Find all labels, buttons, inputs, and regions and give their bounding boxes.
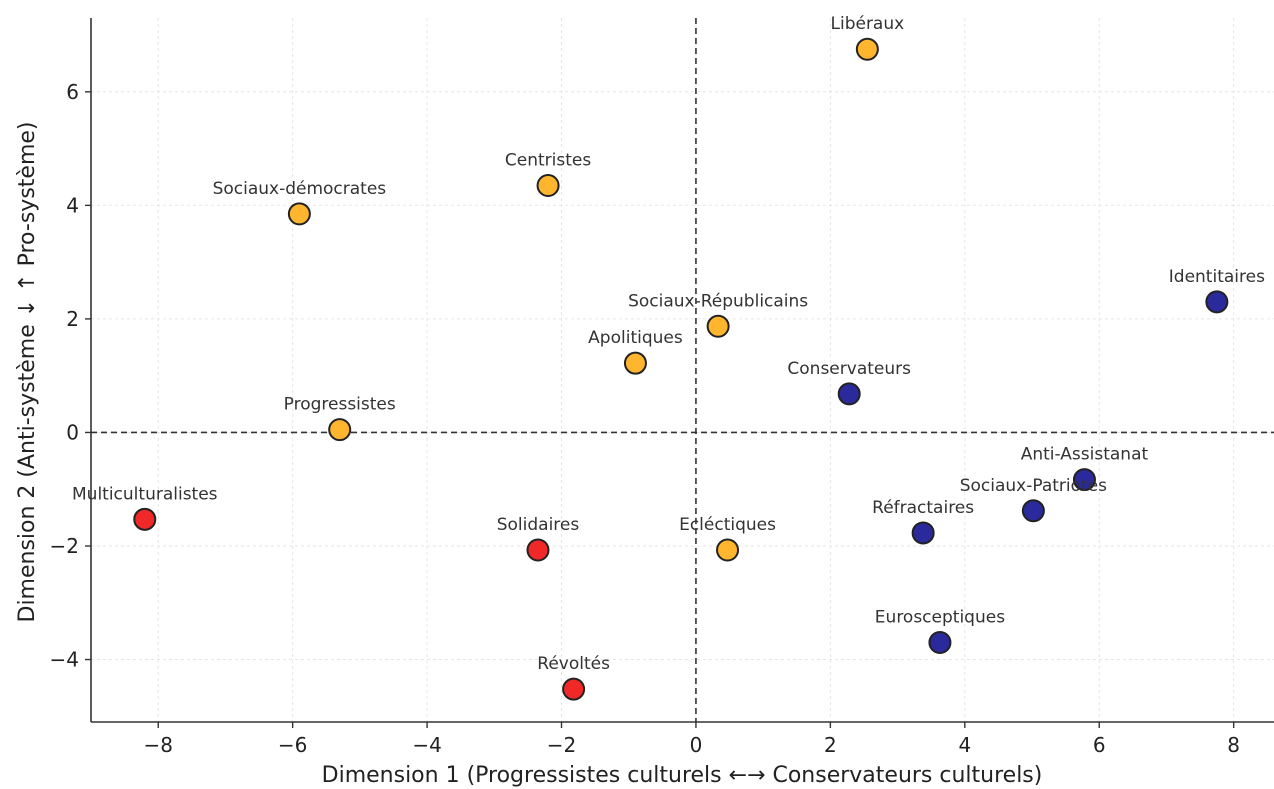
tick-labels: −8 −6 −4 −2 0 2 4 6 8 −4 −2 0 2 4 6 [50,80,1241,757]
data-point [1205,290,1229,314]
x-tick-label: −8 [143,733,172,757]
y-tick-label: −4 [50,648,79,672]
x-tick-label: −4 [412,733,441,757]
y-tick-label: 4 [66,193,79,217]
x-tick-label: 4 [958,733,971,757]
data-point [1021,499,1045,523]
data-point [837,382,861,406]
data-point-label: Ecléctiques [679,515,776,535]
data-point-label: Apolitiques [588,328,683,348]
data-point-label: Identitaires [1169,267,1265,287]
data-point-label: Anti-Assistanat [1021,445,1149,465]
data-point [287,202,311,226]
grid [91,18,1274,722]
x-axis-title: Dimension 1 (Progressistes culturels ←→ … [322,763,1043,788]
data-point [562,677,586,701]
data-point [855,37,879,61]
data-point-label: Sociaux-Républicains [628,291,808,311]
data-point-label: Multiculturalistes [72,484,218,504]
data-point [1072,468,1096,492]
reference-lines [91,18,1274,722]
x-tick-label: −2 [547,733,576,757]
data-point-label: Réfractaires [872,498,974,518]
x-tick-label: 2 [824,733,837,757]
data-point-label: Centristes [505,150,591,170]
data-point-label: Progressistes [284,395,396,415]
y-tick-label: 0 [66,420,79,444]
data-point-label: Solidaires [497,515,580,535]
data-point [133,507,157,531]
x-tick-label: 0 [690,733,703,757]
data-point [716,538,740,562]
data-point [623,351,647,375]
y-tick-label: −2 [50,534,79,558]
data-point [706,314,730,338]
data-point-label: Révoltés [537,654,610,674]
data-point-label: Sociaux-Patriotes [960,476,1107,496]
data-point [536,173,560,197]
x-tick-label: 6 [1093,733,1106,757]
axes [85,18,1274,728]
data-point [928,631,952,655]
data-point [526,538,550,562]
x-tick-label: 8 [1227,733,1240,757]
data-point [911,521,935,545]
data-point-label: Eurosceptiques [875,608,1005,628]
data-point-label: Conservateurs [787,359,911,379]
x-tick-label: −6 [278,733,307,757]
data-points [133,37,1229,701]
y-tick-label: 2 [66,307,79,331]
data-point-label: Libéraux [831,14,905,34]
y-axis-title: Dimension 2 (Anti-système ↓ ↑ Pro-systèm… [15,122,40,623]
point-labels: Libéraux Centristes Sociaux-démocrates Soci… [72,14,1265,674]
data-point [328,418,352,442]
data-point-label: Sociaux-démocrates [213,179,387,199]
y-tick-label: 6 [66,80,79,104]
